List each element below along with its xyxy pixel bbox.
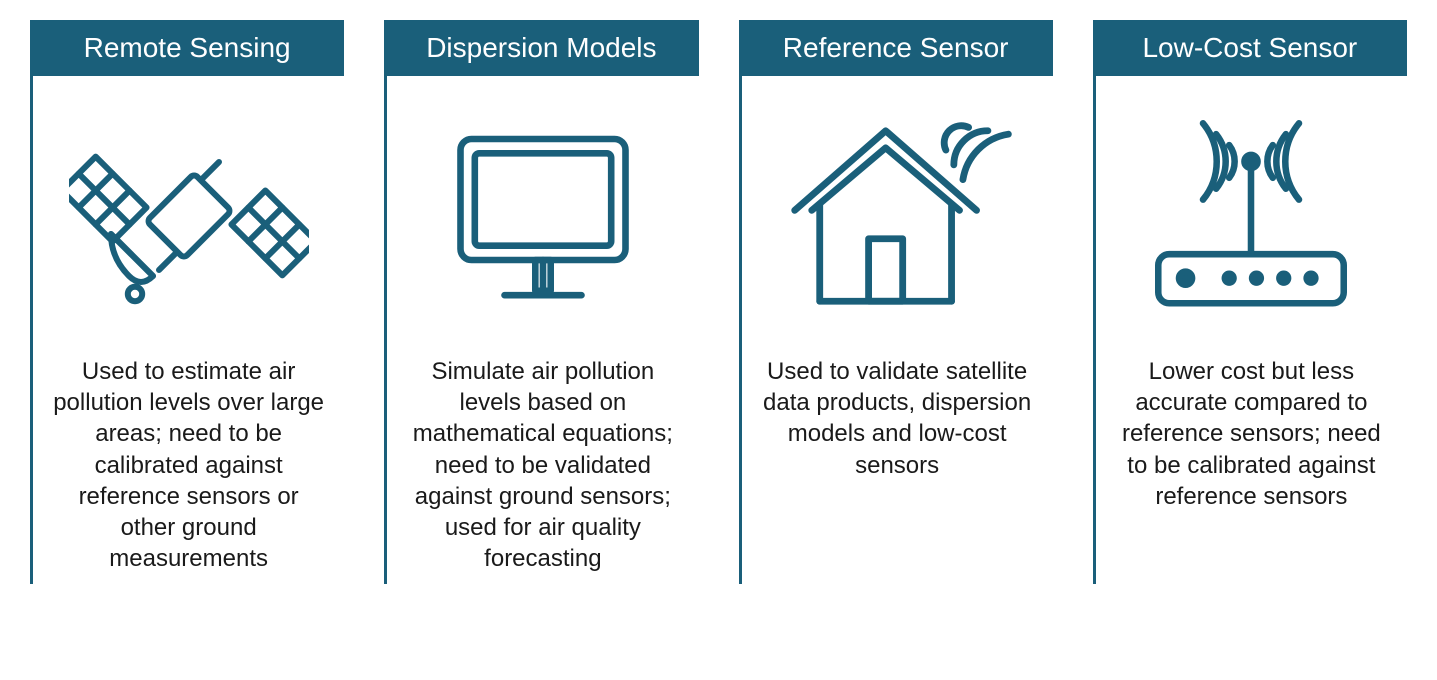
card-low-cost-sensor: Low-Cost Sensor: [1093, 20, 1407, 584]
card-description: Simulate air pollution levels based on m…: [407, 356, 678, 574]
monitor-icon: [407, 86, 678, 346]
card-body: Simulate air pollution levels based on m…: [384, 76, 698, 584]
card-body: Used to estimate air pollution levels ov…: [30, 76, 344, 584]
card-dispersion-models: Dispersion Models Simulate air pollution…: [384, 20, 698, 584]
card-body: Used to validate satellite data products…: [739, 76, 1053, 584]
card-body: Lower cost but less accurate compared to…: [1093, 76, 1407, 584]
card-title: Remote Sensing: [84, 32, 291, 63]
infographic-row: Remote Sensing: [30, 20, 1407, 584]
card-title: Reference Sensor: [783, 32, 1009, 63]
house-signal-icon: [762, 86, 1033, 346]
satellite-icon: [53, 86, 324, 346]
card-header: Remote Sensing: [30, 20, 344, 76]
card-description: Lower cost but less accurate compared to…: [1116, 356, 1387, 512]
router-signal-icon: [1116, 86, 1387, 346]
card-description: Used to validate satellite data products…: [762, 356, 1033, 481]
card-header: Low-Cost Sensor: [1093, 20, 1407, 76]
card-remote-sensing: Remote Sensing: [30, 20, 344, 584]
card-header: Reference Sensor: [739, 20, 1053, 76]
card-header: Dispersion Models: [384, 20, 698, 76]
card-description: Used to estimate air pollution levels ov…: [53, 356, 324, 574]
card-reference-sensor: Reference Sensor: [739, 20, 1053, 584]
card-title: Dispersion Models: [426, 32, 656, 63]
card-title: Low-Cost Sensor: [1142, 32, 1357, 63]
